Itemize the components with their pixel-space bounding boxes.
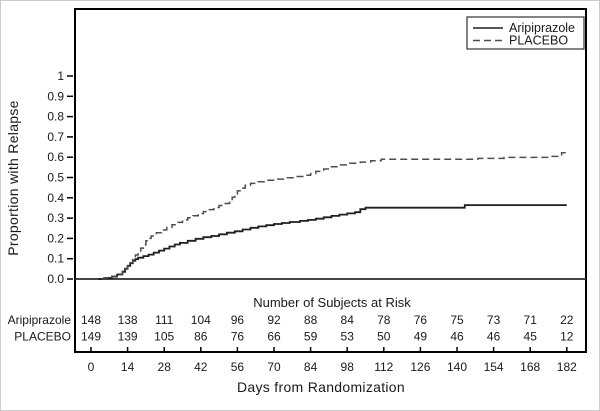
x-tick-label: 84 [304, 360, 318, 374]
legend-box [466, 16, 585, 50]
x-tick-label: 42 [194, 360, 208, 374]
y-tick-label: 0.7 [47, 130, 64, 144]
risk-count: 46 [450, 330, 464, 344]
x-tick-label: 56 [231, 360, 245, 374]
y-axis-title: Proportion with Relapse [5, 100, 21, 256]
x-tick-label: 14 [121, 360, 135, 374]
risk-count: 139 [118, 330, 138, 344]
y-tick-label: 0.8 [47, 110, 64, 124]
x-tick-label: 140 [447, 360, 467, 374]
plot-border [74, 8, 587, 353]
x-tick-label: 154 [484, 360, 504, 374]
x-tick-label: 126 [410, 360, 430, 374]
risk-count: 73 [487, 313, 501, 327]
risk-row-label-placebo: PLACEBO [14, 330, 71, 344]
x-tick-label: 98 [341, 360, 355, 374]
x-tick-label: 0 [88, 360, 95, 374]
risk-count: 46 [487, 330, 501, 344]
risk-count: 105 [154, 330, 174, 344]
x-tick-label: 112 [374, 360, 393, 374]
risk-count: 49 [414, 330, 428, 344]
risk-count: 66 [267, 330, 281, 344]
aripiprazole-series-line [91, 204, 567, 280]
x-tick-label: 28 [158, 360, 172, 374]
risk-count: 96 [231, 313, 245, 327]
y-tick-label: 0.1 [47, 252, 64, 266]
y-tick-label: 1 [57, 69, 64, 83]
risk-count: 71 [524, 313, 538, 327]
x-tick-label: 182 [557, 360, 577, 374]
y-tick-label: 0.4 [47, 191, 64, 205]
risk-count: 12 [560, 330, 574, 344]
risk-count: 138 [118, 313, 138, 327]
risk-count: 148 [81, 313, 101, 327]
risk-count: 104 [191, 313, 211, 327]
y-tick-label: 0.9 [47, 89, 64, 103]
risk-count: 75 [450, 313, 464, 327]
risk-table-title: Number of Subjects at Risk [253, 295, 411, 310]
risk-count: 92 [267, 313, 281, 327]
y-tick-label: 0.0 [47, 272, 64, 286]
legend-label-placebo: PLACEBO [509, 34, 568, 48]
legend-label-aripiprazole: Aripiprazole [509, 21, 575, 35]
risk-count: 149 [81, 330, 101, 344]
y-tick-label: 0.6 [47, 150, 64, 164]
y-tick-label: 0.5 [47, 171, 64, 185]
risk-count: 86 [194, 330, 208, 344]
placebo-series-line [91, 149, 568, 280]
y-tick-label: 0.2 [47, 231, 64, 245]
risk-count: 45 [524, 330, 538, 344]
y-tick-label: 0.3 [47, 211, 64, 225]
risk-count: 59 [304, 330, 318, 344]
risk-count: 76 [414, 313, 428, 327]
x-tick-label: 168 [520, 360, 540, 374]
risk-count: 84 [341, 313, 355, 327]
risk-count: 76 [231, 330, 245, 344]
risk-count: 22 [560, 313, 574, 327]
risk-count: 78 [377, 313, 391, 327]
x-axis-title: Days from Randomization [237, 379, 405, 395]
risk-count: 53 [341, 330, 355, 344]
risk-count: 111 [155, 313, 174, 327]
x-tick-label: 70 [267, 360, 281, 374]
risk-row-label-aripiprazole: Aripiprazole [8, 313, 72, 327]
risk-count: 50 [377, 330, 391, 344]
risk-count: 88 [304, 313, 318, 327]
